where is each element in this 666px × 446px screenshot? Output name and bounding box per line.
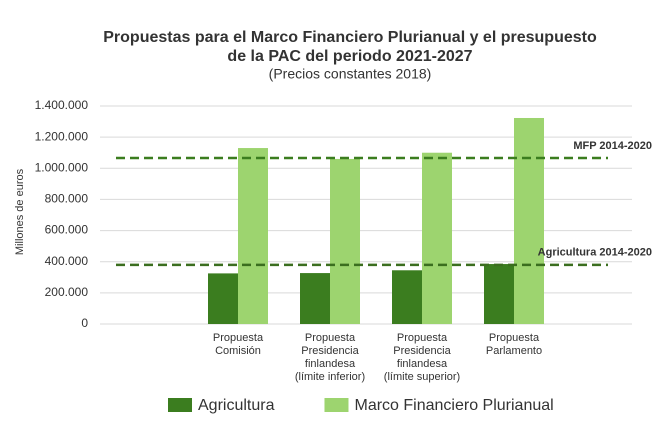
bar [392,270,422,324]
bar [330,158,360,324]
x-tick-label: Propuesta Presidencia finlandesa (límite su… [384,332,460,383]
chart-title: de la PAC del periodo 2021-2027 [227,48,472,65]
legend-label: Agricultura [198,397,275,414]
y-axis-label: Millones de euros [14,168,26,255]
chart-subtitle: (Precios constantes 2018) [269,66,432,82]
reference-label: Agricultura 2014-2020 [538,247,652,259]
reference-label: MFP 2014-2020 [573,140,652,152]
x-tick-label: Propuesta Comisión [213,332,264,357]
bar [484,264,514,324]
legend-swatch [168,398,192,412]
y-tick-label: 600.000 [45,223,89,237]
bar [238,148,268,324]
chart-title: Propuestas para el Marco Financiero Plur… [103,29,597,46]
y-tick-label: 800.000 [45,192,89,206]
legend-swatch [324,398,349,412]
bar [208,273,238,324]
y-tick-label: 1.000.000 [35,160,89,174]
bar [514,117,544,325]
bar [300,273,330,324]
x-tick-label: Propuesta Presidencia finlandesa (límite in… [295,332,365,383]
x-tick-label: Propuesta Parlamento [486,332,542,357]
bar [422,152,452,324]
legend-label: Marco Financiero Plurianual [354,397,553,414]
y-tick-label: 400.000 [45,254,89,268]
y-tick-label: 1.200.000 [35,129,89,143]
y-tick-label: 1.400.000 [35,98,89,112]
y-tick-label: 0 [81,316,88,330]
y-tick-label: 200.000 [45,285,89,299]
